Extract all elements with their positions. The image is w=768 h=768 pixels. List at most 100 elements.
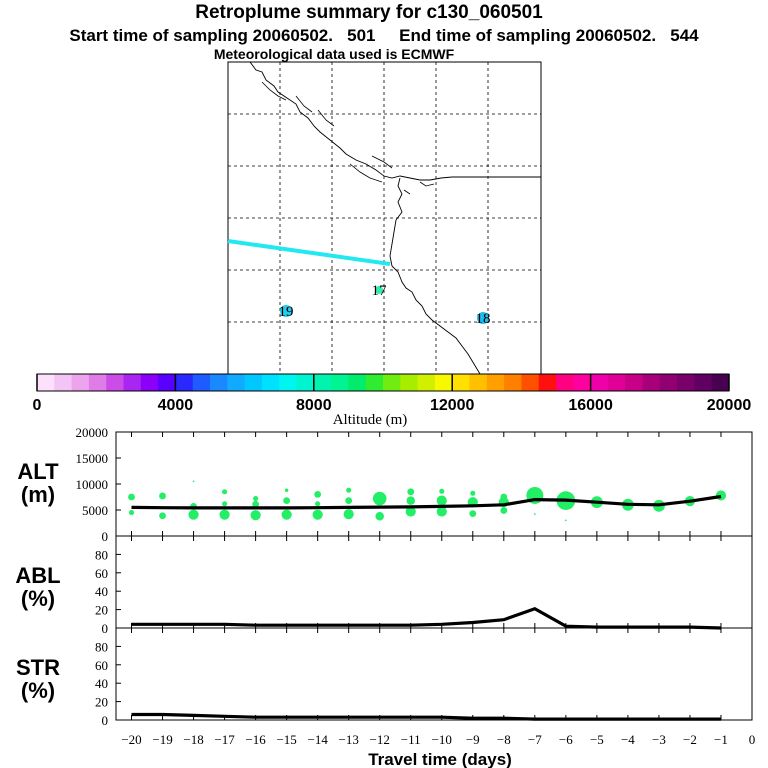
alt-ytick-label: 20000 <box>76 425 109 440</box>
alt-scatter-point <box>281 509 292 520</box>
map-graticule <box>228 62 541 374</box>
str-xtick-label: −5 <box>590 732 604 747</box>
colorbar-swatch <box>192 374 211 391</box>
colorbar-tick-label: 20000 <box>707 397 752 414</box>
colorbar-tick-label: 12000 <box>430 397 475 414</box>
map-marker-label: 19 <box>279 304 294 320</box>
str-xtick-label: −12 <box>370 732 390 747</box>
str-ytick-label: 0 <box>102 713 109 728</box>
x-axis-label: Travel time (days) <box>368 750 512 768</box>
colorbar-swatch <box>244 374 263 391</box>
alt-scatter-point <box>159 512 166 520</box>
colorbar-swatch <box>158 374 176 391</box>
str-xtick-label: −13 <box>339 732 359 747</box>
abl-ytick-label: 0 <box>102 621 109 636</box>
colorbar-swatch <box>694 374 713 391</box>
str-xtick-label: −15 <box>276 732 296 747</box>
colorbar-xlabel: Altitude (m) <box>333 412 408 428</box>
colorbar-tick-label: 16000 <box>568 397 613 414</box>
alt-scatter-point <box>219 509 230 520</box>
alt-scatter-point <box>284 488 289 492</box>
map-marker-label: 17 <box>372 283 388 299</box>
colorbar-swatch <box>365 374 384 391</box>
met-data-note: Meteorological data used is ECMWF <box>213 46 455 62</box>
abl-ylabel-top: ABL <box>15 563 60 588</box>
colorbar-tick-label: 4000 <box>158 397 194 414</box>
alt-scatter-point <box>469 510 477 518</box>
map-marker-dot <box>280 305 292 317</box>
alt-scatter-point <box>439 488 445 494</box>
str-xtick-label: −7 <box>528 732 542 747</box>
colorbar-swatch <box>452 374 470 391</box>
colorbar-swatch <box>88 374 107 391</box>
map-marker-label: 18 <box>476 311 491 327</box>
alt-scatter-point <box>407 488 415 496</box>
alt-scatter-point <box>188 509 199 520</box>
str-ytick-label: 80 <box>95 639 108 654</box>
colorbar-swatch <box>659 374 678 391</box>
abl-frame <box>115 535 753 629</box>
alt-scatter-point <box>470 490 476 496</box>
alt-scatter-point <box>436 506 447 517</box>
str-series-line <box>131 712 721 721</box>
coastline <box>249 61 541 181</box>
colorbar-swatch <box>331 374 349 391</box>
colorbar-swatch <box>54 374 73 391</box>
alt-scatter-point <box>343 509 354 520</box>
colorbar-swatch <box>348 374 367 391</box>
colorbar-swatch <box>486 374 505 391</box>
alt-scatter-point <box>192 480 195 483</box>
islands <box>261 81 435 195</box>
alt-scatter-point <box>565 519 567 522</box>
map-marker-19: 19 <box>279 304 294 320</box>
colorbar-tick-label: 0 <box>33 397 42 414</box>
alt-scatter-point <box>222 489 228 495</box>
colorbar-swatch <box>210 374 228 391</box>
abl-ylabel-bottom: (%) <box>21 586 55 611</box>
alt-frame <box>115 431 753 537</box>
alt-scatter-point <box>159 492 166 500</box>
alt-scatter-point <box>372 491 387 506</box>
colorbar-swatch <box>590 374 609 391</box>
alt-ytick-label: 5000 <box>82 503 108 518</box>
alt-scatter-point <box>222 501 228 507</box>
str-xtick-label: −16 <box>245 732 266 747</box>
alt-scatter-point <box>533 513 536 516</box>
colorbar-swatch <box>538 374 557 391</box>
alt-scatter-point <box>375 511 384 521</box>
str-xtick-label: 0 <box>749 732 756 747</box>
colorbar-swatch <box>607 374 626 391</box>
colorbar-swatch <box>573 374 592 391</box>
abl-series-line <box>131 606 722 630</box>
abl-ytick-label: 40 <box>95 584 108 599</box>
str-ylabel-top: STR <box>16 655 60 680</box>
str-ytick-label: 20 <box>95 695 108 710</box>
str-xtick-label: −14 <box>307 732 328 747</box>
str-xtick-label: −11 <box>401 732 421 747</box>
colorbar-swatch <box>521 374 540 391</box>
alt-ylabel-top: ALT <box>17 459 59 484</box>
colorbar-swatch <box>556 374 574 391</box>
str-xtick-label: −3 <box>652 732 666 747</box>
alt-scatter-point <box>405 506 416 517</box>
alt-scatter-point <box>250 510 261 521</box>
colorbar-swatch <box>37 374 55 391</box>
alt-scatter-point <box>406 496 415 505</box>
colorbar-swatch <box>677 374 695 391</box>
str-xtick-label: −10 <box>432 732 452 747</box>
colorbar-swatch <box>71 374 90 391</box>
alt-scatter-point <box>312 509 323 520</box>
str-xtick-label: −6 <box>559 732 573 747</box>
colorbar-swatch <box>227 374 246 391</box>
colorbar-swatch <box>175 374 194 391</box>
map-marker-dot <box>477 312 489 324</box>
colorbar-swatch <box>383 374 401 391</box>
str-ytick-label: 40 <box>95 676 108 691</box>
alt-scatter-point <box>345 497 353 505</box>
colorbar-swatch <box>400 374 419 391</box>
abl-ytick-label: 20 <box>95 603 108 618</box>
alt-scatter-point <box>253 496 259 502</box>
altitude-colorbar: 0 4000 8000 12000 16000 20000 Altitude (m) <box>33 373 752 428</box>
